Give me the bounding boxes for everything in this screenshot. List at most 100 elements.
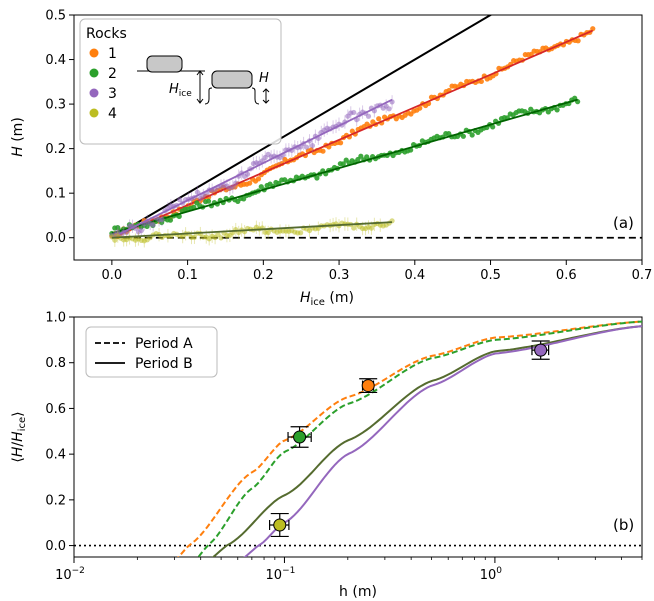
panel-a-axes: 0.0 0.1 0.2 0.3 0.4 0.5 0.6 0.7 0.0 0.1 0.2 0.3 0.4 0… <box>45 9 652 284</box>
data-point <box>314 175 320 181</box>
y-tick-label: 0.3 <box>45 98 66 113</box>
panel-b-xlabel: h (m) <box>339 584 377 600</box>
legend-label-3: 3 <box>108 86 117 102</box>
point-rock-1 <box>359 378 378 394</box>
y-tick-label: 0.5 <box>45 9 66 24</box>
data-point <box>417 105 423 111</box>
panel-b-ylabel: ⟨H/Hice⟩ <box>10 411 28 462</box>
marker <box>293 430 307 444</box>
data-point <box>320 148 326 154</box>
x-tick-label: 0.0 <box>102 268 123 283</box>
schematic-rock-right <box>211 70 253 89</box>
data-point <box>337 140 344 146</box>
data-point <box>150 222 156 228</box>
curve-rock-2-period-A <box>197 320 642 557</box>
panel-a-frame <box>73 14 643 261</box>
legend-box <box>85 326 218 378</box>
y-tick-label: 0.8 <box>45 356 66 371</box>
y-tick-label: 0.2 <box>45 142 66 157</box>
schematic-pedestal-right <box>251 87 260 105</box>
x-tick-label: 0.7 <box>632 268 653 283</box>
schematic-pedestal-left <box>204 87 213 105</box>
data-point <box>194 189 201 195</box>
legend-items: 1 2 3 4 <box>89 46 117 122</box>
panel-b-frame <box>73 316 643 558</box>
panel-a-ylabel: H (m) <box>10 117 26 157</box>
data-point <box>167 217 174 223</box>
data-point <box>177 197 183 203</box>
x-tick-label: 10−1 <box>266 566 296 583</box>
legend-box <box>79 18 282 145</box>
y-tick-label: 0.0 <box>45 231 66 246</box>
data-point <box>255 176 262 182</box>
marker <box>361 379 375 393</box>
schematic-hice-label: Hice <box>169 82 192 99</box>
schematic-h-arrowheads <box>262 88 270 104</box>
x-tick-label: 10−2 <box>55 566 85 583</box>
panel-b: 10−2 10−1 100 0.0 0.2 0.4 0.6 0.8 1.0 Period A P… <box>10 311 643 600</box>
data-point <box>247 180 253 186</box>
point-rock-2 <box>287 426 312 448</box>
data-point <box>112 237 118 243</box>
data-point <box>244 171 251 177</box>
data-point <box>218 235 224 241</box>
x-tick-label: 0.1 <box>177 268 198 283</box>
data-point <box>138 227 144 234</box>
data-point <box>376 116 382 122</box>
panel-a-xlabel: Hice (m) <box>300 290 354 308</box>
data-point <box>386 106 392 112</box>
x-tick-label: 0.5 <box>480 268 501 283</box>
series-3 <box>109 95 395 239</box>
schematic-h-label: H <box>259 71 269 86</box>
y-tick-label: 0.1 <box>45 187 66 202</box>
y-tick-label: 1.0 <box>45 311 66 326</box>
data-point <box>460 133 466 139</box>
x-tick-label: 0.2 <box>253 268 274 283</box>
data-point <box>351 225 357 231</box>
y-tick-label: 0.4 <box>45 53 66 68</box>
legend-marker-3 <box>89 88 99 98</box>
identity-line <box>111 15 493 239</box>
x-tick-label: 0.6 <box>556 268 577 283</box>
legend-marker-2 <box>89 68 99 78</box>
data-point <box>191 234 198 240</box>
curve-rock-4-period-B <box>211 325 642 557</box>
data-point <box>358 153 364 159</box>
data-point <box>309 142 316 149</box>
panel-b-tag: (b) <box>613 516 634 534</box>
marker <box>534 343 548 357</box>
legend-label-period-b: Period B <box>135 356 193 372</box>
data-point <box>241 196 247 202</box>
data-point <box>575 38 581 44</box>
curve-rock-1-period-A <box>177 320 642 557</box>
schematic-hice-arrowheads <box>196 70 204 104</box>
data-point <box>368 225 375 231</box>
fit-line <box>111 221 393 239</box>
schematic-rock-left <box>146 55 183 73</box>
data-point <box>365 113 372 119</box>
data-point <box>265 229 271 236</box>
data-point <box>233 180 239 186</box>
panel-b-legend: Period A Period B <box>85 326 218 378</box>
panel-a-plot-area <box>109 15 642 248</box>
legend-label-1: 1 <box>108 46 117 62</box>
marker <box>273 518 287 532</box>
data-point <box>298 230 304 236</box>
data-point <box>115 225 121 231</box>
y-tick-label: 0.4 <box>45 448 66 463</box>
rock-schematic: Hice H <box>137 55 270 105</box>
data-point <box>469 132 475 138</box>
x-tick-label: 100 <box>480 566 503 583</box>
x-tick-label: 0.4 <box>404 268 425 283</box>
panel-b-axes: 10−2 10−1 100 0.0 0.2 0.4 0.6 0.8 1.0 <box>45 311 643 583</box>
fit-line <box>111 98 578 235</box>
y-tick-label: 0.6 <box>45 402 66 417</box>
curve-rock-3-period-B <box>243 325 642 557</box>
legend-label-4: 4 <box>108 106 117 122</box>
data-point <box>478 78 484 85</box>
panel-a: 0.0 0.1 0.2 0.3 0.4 0.5 0.6 0.7 0.0 0.1 0.2 0.3 0.4 0… <box>10 9 652 309</box>
series-4 <box>109 217 395 248</box>
data-point <box>205 198 212 204</box>
data-point <box>351 109 357 116</box>
legend-marker-4 <box>89 108 99 118</box>
